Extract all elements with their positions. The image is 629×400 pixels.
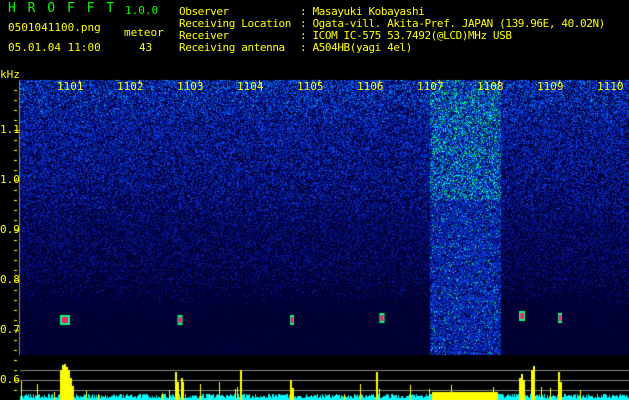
meteor-label: meteor (124, 26, 164, 39)
y-tick-label: 1.1 (0, 123, 20, 136)
receiver-label: Receiver (179, 29, 229, 42)
app-version: 1.0.0 (125, 4, 159, 17)
y-unit-label: kHz (0, 68, 20, 81)
datetime: 05.01.04 11:00 (8, 41, 101, 54)
x-tick-label: 1103 (177, 80, 204, 93)
receiver-value: : ICOM IC-575 53.7492(@LCD)MHz USB (300, 29, 512, 42)
x-tick-label: 1107 (417, 80, 444, 93)
x-tick-label: 1106 (357, 80, 384, 93)
y-tick-label: 0.7 (0, 323, 20, 336)
app-title: H R O F F T (8, 1, 117, 16)
y-tick-label: 1.0 (0, 173, 20, 186)
x-tick-label: 1108 (477, 80, 504, 93)
location-value: : Ogata-vill. Akita-Pref. JAPAN (139.96E… (300, 17, 605, 30)
antenna-value: : A504HB(yagi 4el) (300, 41, 413, 54)
location-label: Receiving Location (179, 17, 292, 30)
filename: 0501041100.png (8, 21, 101, 34)
x-tick-label: 1110 (597, 80, 624, 93)
y-tick-label: 0.6 (0, 373, 20, 386)
meteor-count: 43 (139, 41, 153, 54)
observer-label: Observer (179, 5, 229, 18)
x-tick-label: 1105 (297, 80, 324, 93)
antenna-label: Receiving antenna (179, 41, 285, 54)
x-tick-label: 1102 (117, 80, 144, 93)
x-tick-label: 1101 (57, 80, 84, 93)
y-tick-label: 0.8 (0, 273, 20, 286)
x-tick-label: 1109 (537, 80, 564, 93)
y-tick-label: 0.9 (0, 223, 20, 236)
x-tick-label: 1104 (237, 80, 264, 93)
observer-value: : Masayuki Kobayashi (300, 5, 425, 18)
